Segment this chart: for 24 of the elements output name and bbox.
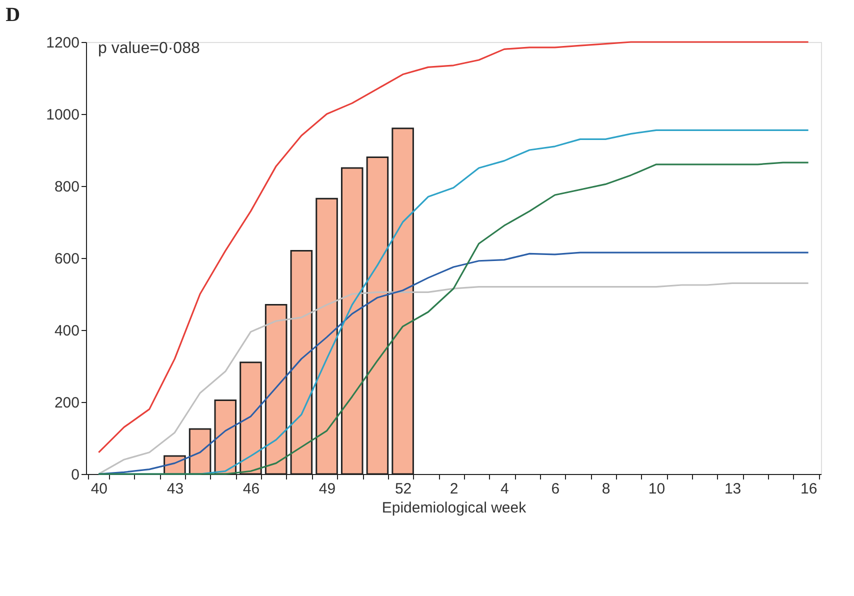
y-tick-label: 400 [54,322,80,340]
x-tick-label: 49 [318,480,336,498]
y-tick-label: 1200 [46,34,80,52]
x-tick-label: 6 [551,480,560,498]
x-tick-label: 10 [648,480,666,498]
bar [188,428,212,475]
chart-title: D [6,4,20,26]
y-tick-label: 200 [54,394,80,412]
x-tick-label: 8 [602,480,610,498]
x-tick-label: 13 [724,480,742,498]
x-tick-label: 2 [450,480,458,498]
x-tick-label: 46 [242,480,260,498]
y-tick-label: 0 [71,466,80,484]
x-tick-label: 52 [394,480,412,498]
y-tick-label: 800 [54,178,80,196]
annotation: p value=0·088 [98,40,200,57]
x-axis-title: Epidemiological week [382,500,527,516]
x-tick-label: 16 [800,480,818,498]
y-tick-label: 1000 [46,106,80,124]
x-tick-label: 4 [500,480,509,498]
line-series [98,41,810,454]
y-tick-label: 600 [54,250,80,268]
x-tick-label: 40 [90,480,108,498]
x-tick-label: 43 [166,480,184,498]
